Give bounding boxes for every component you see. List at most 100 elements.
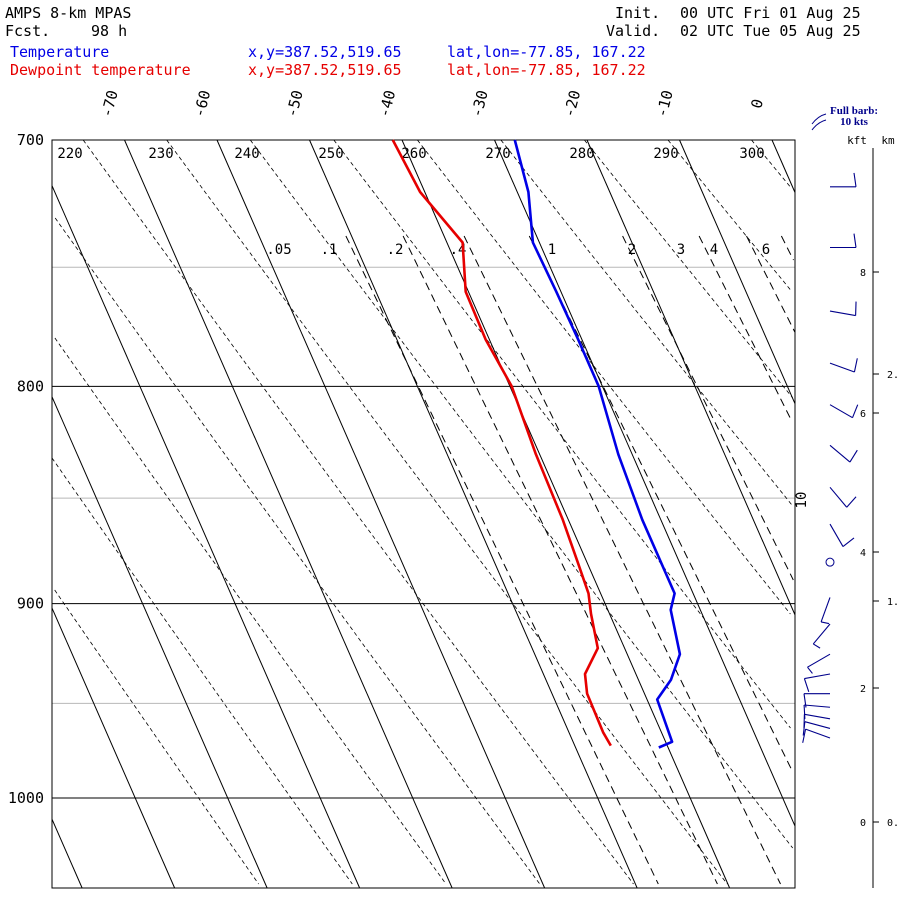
dry-adiabat-line [249,139,794,849]
km-tick-label: 0. [887,818,899,829]
mixing-ratio-label: .2 [387,242,404,258]
wind-barb-flag [853,358,858,373]
dry-adiabat-line [54,217,541,885]
mixing-ratio-label: 3 [677,242,685,258]
theta-tick-label: 250 [318,146,343,162]
km-axis-label: km [881,134,895,147]
legend-dewpoint-xy: x,y=387.52,519.65 [248,61,402,79]
wind-barb-flag [802,728,807,743]
dry-adiabat-line [333,139,791,729]
pressure-tick-label: 900 [17,595,44,613]
kft-axis-label: kft [847,134,867,147]
wind-barb-staff [812,623,831,645]
forecast-label: Fcst. [5,22,51,40]
wind-calm-marker [825,557,835,567]
isotherm-line [679,139,796,404]
wind-barb-staff [820,597,831,623]
isotherm-line [216,139,546,889]
legend-temperature-xy: x,y=387.52,519.65 [248,43,402,61]
mixing-ratio-label: 1 [548,242,556,258]
wind-barb-flag [807,666,813,674]
isotherm-line [401,139,731,889]
theta-tick-label: 260 [401,146,426,162]
forecast-hours: 98 h [91,22,128,40]
mixing-ratio-labels: .05.1.2.4 1 2 3 4 610 [266,242,810,508]
profile-layer [391,139,682,749]
isotherm-line [51,396,268,889]
theta-tick-label: 300 [739,146,764,162]
wind-barb-staff [804,713,831,720]
mixing-ratio-label: 10 [794,492,810,509]
mixing-ratio-line [402,235,718,885]
dry-adiabat-line [500,139,794,507]
mixing-ratio-line [622,235,794,581]
dry-adiabat-line [166,139,728,885]
wind-barb-flag [849,449,858,463]
wind-key-line1: Full barb: [830,105,878,117]
wind-barb-staff [829,486,848,508]
isotherm-line [51,185,361,889]
wind-key-barb [811,113,827,131]
init-label: Init. [615,4,661,22]
dry-adiabat-line [82,139,634,885]
wind-barb-staff [829,362,855,373]
theta-tick-label: 220 [57,146,82,162]
wind-barb-staff [804,704,831,708]
isotherm-line [771,139,796,193]
pressure-tick-label: 800 [17,377,44,395]
valid-label: Valid. [606,22,661,40]
wind-barb-flag [812,643,821,649]
isotherm-line [51,819,83,889]
theta-tick-label: 230 [148,146,173,162]
theta-tick-label: 270 [485,146,510,162]
temperature-labels: -70 -60 -50 -40 -30 -20 -10 0 [97,88,767,119]
dry-adiabat-line [54,337,447,885]
isotherm-line [586,139,796,616]
kft-tick-label: 0 [860,818,866,829]
dry-adiabat-line [54,589,259,885]
pressure-tick-label: 700 [17,131,44,149]
kft-tick-label: 6 [860,409,866,420]
theta-labels: 220 230 240 250 260 270 280 290 300 [57,146,764,162]
wind-barb-flag [852,404,859,418]
wind-key-line2: 10 kts [840,116,869,128]
kft-tick-label: 8 [860,268,866,279]
valid-time: 02 UTC Tue 05 Aug 25 [680,22,861,40]
pressure-tick-label: 1000 [8,789,44,807]
dewpoint-profile-line [391,139,612,747]
temperature-profile-line [513,139,682,749]
wind-barb-staff [804,721,831,729]
pressure-labels: 700 800 900 1000 [8,131,44,807]
dry-adiabat-line [51,457,353,885]
mixing-ratio-line [746,235,796,333]
wind-barb-staff [829,404,853,419]
legend-temperature-label: Temperature [10,43,110,61]
model-title: AMPS 8-km MPAS [5,4,132,22]
dry-adiabat-line [751,139,792,189]
mixing-ratio-label: 4 [710,242,718,258]
init-time: 00 UTC Fri 01 Aug 25 [680,4,861,22]
grid-layer [51,139,796,889]
wind-barb-flag [803,678,810,692]
dry-adiabat-line [584,139,794,399]
legend-dewpoint-label: Dewpoint temperature [10,61,191,79]
temperature-tick-label: -40 [375,88,399,119]
mixing-ratio-line [528,235,794,773]
temperature-tick-label: -10 [652,88,676,119]
mixing-ratio-label: .1 [321,242,338,258]
plot-frame [51,139,796,889]
temperature-tick-label: -60 [190,88,214,119]
km-tick-label: 2. [887,370,899,381]
wind-barb-staff [829,310,856,317]
mixing-ratio-label: 6 [762,242,770,258]
mixing-ratio-label: 2 [628,242,636,258]
mixing-ratio-line [698,235,792,421]
kft-tick-label: 2 [860,684,866,695]
wind-barb-staff [805,728,831,739]
temperature-tick-label: -20 [560,88,584,119]
wind-barb-flag [853,233,857,248]
wind-panel [802,113,859,743]
isotherm-line [124,139,453,889]
dry-adiabat-line [417,139,791,615]
